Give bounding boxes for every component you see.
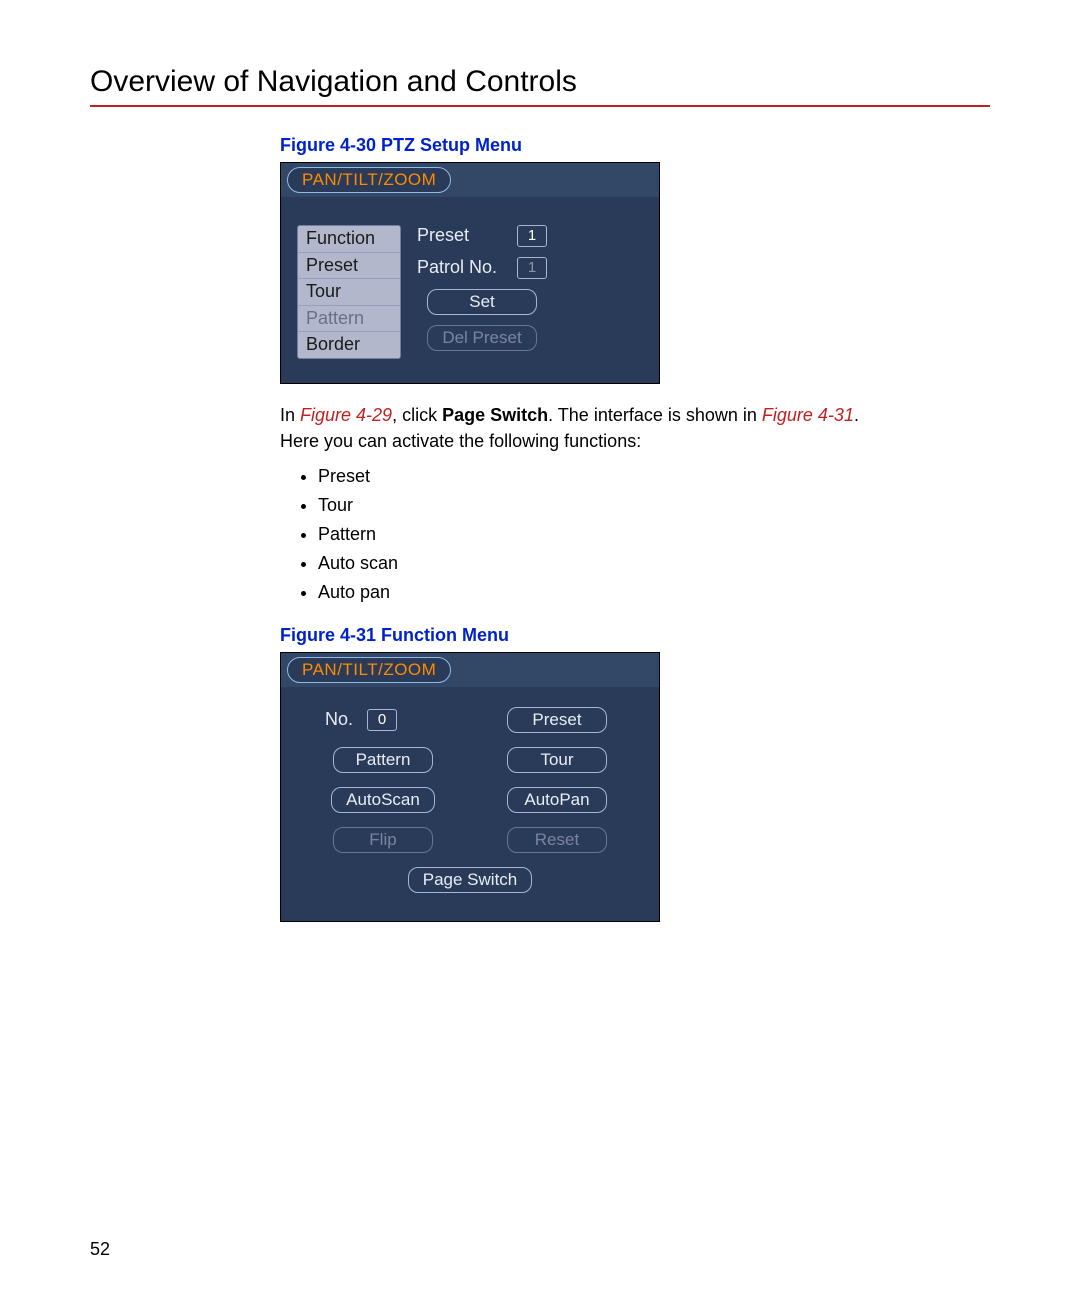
pattern-button[interactable]: Pattern: [333, 747, 433, 773]
patrol-value: 1: [517, 257, 547, 279]
list-item[interactable]: Function: [298, 226, 400, 253]
text: .: [854, 405, 859, 425]
instruction-paragraph: In Figure 4-29, click Page Switch. The i…: [280, 402, 990, 454]
reset-button[interactable]: Reset: [507, 827, 607, 853]
preset-label: Preset: [417, 225, 507, 247]
list-item: Auto scan: [318, 549, 990, 578]
list-item: Preset: [318, 462, 990, 491]
list-item[interactable]: Tour: [298, 279, 400, 306]
tour-button[interactable]: Tour: [507, 747, 607, 773]
page-switch-button[interactable]: Page Switch: [408, 867, 533, 893]
number-label: No.: [325, 709, 353, 731]
function-listbox[interactable]: Function Preset Tour Pattern Border: [297, 225, 401, 359]
preset-button[interactable]: Preset: [507, 707, 607, 733]
del-preset-button[interactable]: Del Preset: [427, 325, 537, 351]
panel-header: PAN/TILT/ZOOM: [281, 653, 659, 687]
list-item[interactable]: Pattern: [298, 306, 400, 333]
functions-list: Preset Tour Pattern Auto scan Auto pan: [280, 462, 990, 607]
patrol-label: Patrol No.: [417, 257, 507, 279]
ptz-setup-panel: PAN/TILT/ZOOM Function Preset Tour Patte…: [280, 162, 660, 384]
list-item: Tour: [318, 491, 990, 520]
section-title: Overview of Navigation and Controls: [90, 65, 990, 107]
preset-value[interactable]: 1: [517, 225, 547, 247]
flip-button[interactable]: Flip: [333, 827, 433, 853]
text: , click: [392, 405, 442, 425]
text: In: [280, 405, 300, 425]
function-menu-panel: PAN/TILT/ZOOM No. 0 Preset Pattern Tour …: [280, 652, 660, 922]
list-item[interactable]: Border: [298, 332, 400, 358]
set-button[interactable]: Set: [427, 289, 537, 315]
list-item[interactable]: Preset: [298, 253, 400, 280]
bold-text: Page Switch: [442, 405, 548, 425]
panel-tab[interactable]: PAN/TILT/ZOOM: [287, 167, 451, 193]
figure-caption-4-31: Figure 4-31 Function Menu: [280, 625, 990, 646]
figure-reference: Figure 4-31: [762, 405, 854, 425]
list-item: Pattern: [318, 520, 990, 549]
panel-header: PAN/TILT/ZOOM: [281, 163, 659, 197]
text: Here you can activate the following func…: [280, 431, 641, 451]
number-value[interactable]: 0: [367, 709, 397, 731]
panel-tab[interactable]: PAN/TILT/ZOOM: [287, 657, 451, 683]
list-item: Auto pan: [318, 578, 990, 607]
page-number: 52: [90, 1239, 110, 1260]
text: . The interface is shown in: [548, 405, 762, 425]
figure-reference: Figure 4-29: [300, 405, 392, 425]
figure-caption-4-30: Figure 4-30 PTZ Setup Menu: [280, 135, 990, 156]
autopan-button[interactable]: AutoPan: [507, 787, 607, 813]
autoscan-button[interactable]: AutoScan: [331, 787, 435, 813]
